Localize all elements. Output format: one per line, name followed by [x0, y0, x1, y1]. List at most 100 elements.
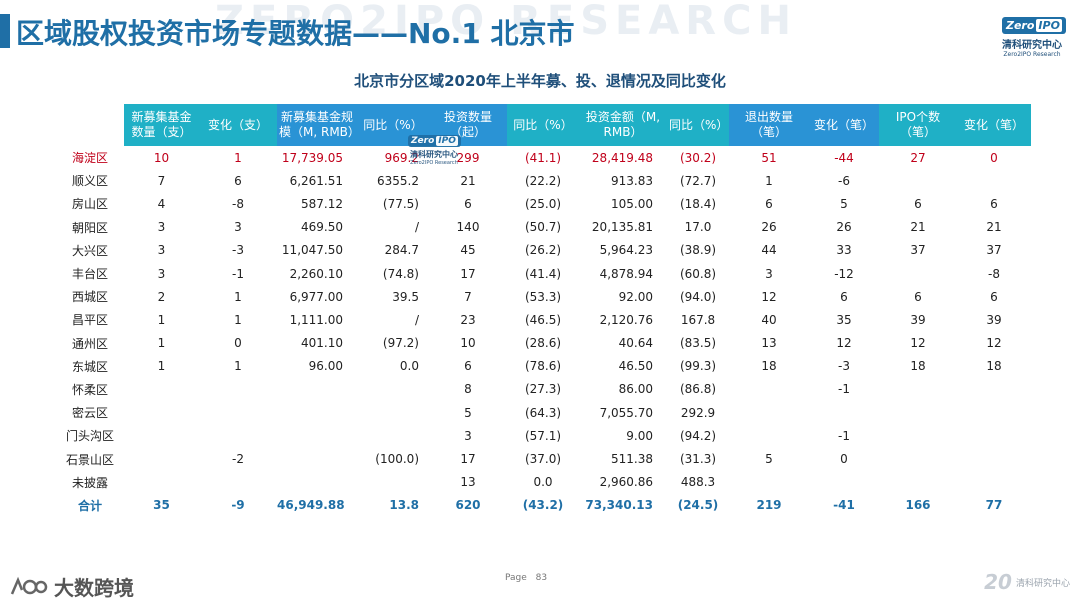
table-cell: (77.5) — [382, 196, 419, 211]
bottom-right-text: 清科研究中心 — [1015, 578, 1070, 589]
logo-mark: Zero IPO — [1002, 17, 1066, 34]
inline-logo-brand-right: IPO — [436, 136, 458, 146]
table-cell — [357, 378, 429, 401]
table-cell — [199, 378, 277, 401]
table-cell: 6 — [914, 196, 922, 211]
table-cell: 4,878.94 — [599, 266, 653, 281]
table-cell: (27.3) — [524, 382, 562, 397]
table-cell: (28.6) — [524, 336, 562, 351]
table-cell: (22.2) — [524, 173, 562, 188]
table-cell: -3 — [232, 243, 244, 258]
table-cell: 18 — [910, 359, 926, 374]
table-body: 海淀区 10 1 17,739.05 969.2 299 (41.1) 28,419.48 (3… — [56, 146, 1031, 517]
table-cell: 35 — [153, 498, 170, 513]
table-cell: -2 — [232, 452, 244, 467]
inline-logo-name-cn: 清科研究中心 — [410, 150, 458, 159]
brand-logo-icon — [8, 576, 48, 598]
district-name: 通州区 — [71, 336, 108, 351]
inline-logo: Zero IPO 清科研究中心 Zero2IPO Research — [408, 128, 461, 166]
table-subtitle: 北京市分区域2020年上半年募、投、退情况及同比变化 — [354, 72, 726, 90]
table-cell — [957, 378, 1031, 401]
table-row: 大兴区 3 -3 11,047.50 284.7 45 (26.2) 5,964.23 (38.… — [56, 239, 1031, 262]
table-cell: 587.12 — [301, 196, 343, 211]
table-cell: -41 — [833, 498, 855, 513]
table-cell: 140 — [456, 220, 480, 235]
table-cell: 17.0 — [684, 220, 712, 235]
table-cell: 40.64 — [618, 336, 653, 351]
table-cell: 166 — [905, 498, 931, 513]
table-cell: -8 — [988, 266, 1000, 281]
table-cell: 6 — [840, 289, 848, 304]
table-cell: 5 — [464, 405, 472, 420]
table-cell: 12 — [910, 336, 926, 351]
table-cell: 6 — [765, 196, 773, 211]
table-cell: (37.0) — [524, 452, 562, 467]
title-accent-bar — [0, 14, 10, 48]
table-cell: 92.00 — [618, 289, 653, 304]
table-cell: 21 — [910, 220, 926, 235]
logo-name-en: Zero2IPO Research — [1003, 51, 1061, 58]
table-cell: (43.2) — [522, 498, 564, 513]
table-cell: 9.00 — [626, 428, 653, 443]
table-cell: 39 — [910, 312, 926, 327]
table-cell — [277, 424, 357, 447]
table-cell: (25.0) — [524, 196, 562, 211]
table-cell: (38.9) — [679, 243, 717, 258]
table-cell: 21 — [986, 220, 1002, 235]
district-name: 合计 — [77, 498, 102, 513]
table-cell: 11,047.50 — [281, 243, 343, 258]
table-cell: 6 — [990, 196, 998, 211]
table-cell — [124, 447, 199, 470]
table-cell: 3 — [157, 266, 166, 281]
table-cell: 28,419.48 — [591, 150, 653, 165]
table-cell — [957, 401, 1031, 424]
table-row: 门头沟区 3 (57.1) 9.00 (94.2) -1 — [56, 424, 1031, 447]
table-row: 怀柔区 8 (27.3) 86.00 (86.8) -1 — [56, 378, 1031, 401]
table-cell: (31.3) — [679, 452, 717, 467]
table-cell: (57.1) — [524, 428, 562, 443]
table-row: 东城区 1 1 96.00 0.0 6 (78.6) 46.50 (99.3) 18 -3 18 18 — [56, 355, 1031, 378]
table-row: 房山区 4 -8 587.12 (77.5) 6 (25.0) 105.00 (18.4) 6 5 6… — [56, 192, 1031, 215]
table-cell — [357, 401, 429, 424]
table-cell: 17 — [460, 452, 476, 467]
table-cell — [809, 471, 879, 494]
table-cell: 12 — [761, 289, 777, 304]
column-header: IPO个数（笔） — [879, 104, 957, 146]
table-cell: 17 — [460, 266, 476, 281]
table-cell — [124, 424, 199, 447]
anniversary-number: 20 — [984, 570, 1012, 594]
table-cell: -9 — [231, 498, 245, 513]
table-cell: 299 — [456, 150, 480, 165]
district-data-table: 新募集基金数量（支） 变化（支） 新募集基金规模（M, RMB） 同比（%） 投资数量（… — [56, 104, 1031, 517]
table-cell: 219 — [756, 498, 782, 513]
table-cell: 2,260.10 — [289, 266, 343, 281]
table-cell: 46,949.88 — [277, 498, 345, 513]
table-cell: 26 — [836, 220, 852, 235]
table-cell: 620 — [455, 498, 481, 513]
table-cell: 2,960.86 — [599, 475, 653, 490]
table-cell: 10 — [153, 150, 170, 165]
table-cell: -1 — [838, 428, 850, 443]
district-name: 昌平区 — [71, 313, 108, 328]
table-row: 顺义区 7 6 6,261.51 6355.2 21 (22.2) 913.83 (72.7) 1… — [56, 169, 1031, 192]
logo-brand-left: Zero — [1006, 19, 1035, 32]
table-cell: 3 — [234, 220, 242, 235]
table-cell: 1 — [234, 150, 242, 165]
table-cell: 3 — [157, 220, 166, 235]
table-header-row: 新募集基金数量（支） 变化（支） 新募集基金规模（M, RMB） 同比（%） 投资数量（… — [56, 104, 1031, 146]
table-cell: 77 — [985, 498, 1003, 513]
table-cell — [277, 471, 357, 494]
district-name: 石景山区 — [65, 452, 114, 467]
district-name: 房山区 — [71, 197, 108, 212]
table-row: 石景山区 -2 (100.0) 17 (37.0) 511.38 (31.3) 5 0 — [56, 447, 1031, 470]
district-name: 海淀区 — [71, 151, 108, 166]
table-cell — [879, 471, 957, 494]
district-name: 顺义区 — [71, 174, 108, 189]
logo-brand-right: IPO — [1036, 19, 1062, 32]
table-cell: 3 — [157, 243, 166, 258]
column-header: 变化（支） — [199, 104, 277, 146]
table-cell: 6 — [990, 289, 998, 304]
table-cell: (50.7) — [524, 220, 562, 235]
header-district — [56, 104, 124, 146]
table-cell: (83.5) — [679, 336, 717, 351]
